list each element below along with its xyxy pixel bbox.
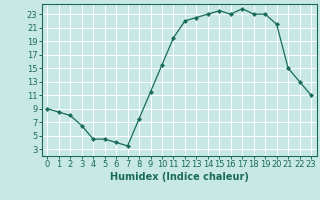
X-axis label: Humidex (Indice chaleur): Humidex (Indice chaleur) <box>110 172 249 182</box>
